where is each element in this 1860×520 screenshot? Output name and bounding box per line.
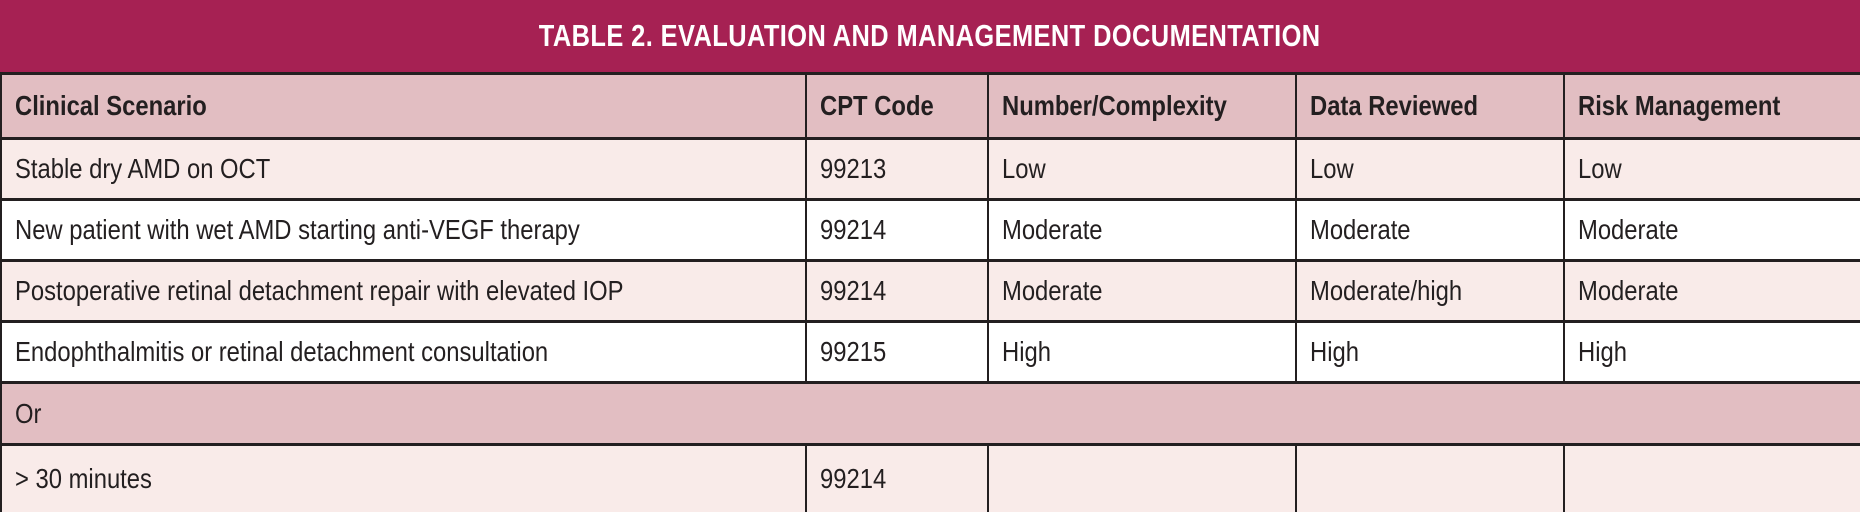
- column-header-cpt-code: CPT Code: [805, 72, 989, 140]
- cell-data-reviewed: Moderate: [1295, 198, 1565, 262]
- cell-data-reviewed: High: [1295, 320, 1565, 384]
- cell-cpt-code: 99213: [805, 137, 989, 201]
- cell-text: New patient with wet AMD starting anti-V…: [15, 214, 580, 245]
- cell-text: > 30 minutes: [15, 463, 152, 494]
- or-divider-cell: Or: [0, 381, 1860, 446]
- cell-number-complexity: Low: [987, 137, 1297, 201]
- cell-text: Low: [1310, 153, 1354, 184]
- cell-text: Moderate: [1002, 275, 1103, 306]
- cell-text: 99214: [820, 463, 887, 494]
- or-divider-row: Or: [0, 381, 1860, 446]
- cell-clinical-scenario: Postoperative retinal detachment repair …: [0, 259, 807, 323]
- cell-text: Postoperative retinal detachment repair …: [15, 275, 624, 306]
- column-header-label: Clinical Scenario: [15, 90, 207, 121]
- cell-number-complexity: Moderate: [987, 259, 1297, 323]
- cell-text: Endophthalmitis or retinal detachment co…: [15, 336, 549, 367]
- table-header-row: Clinical Scenario CPT Code Number/Comple…: [0, 72, 1860, 140]
- cell-text: Moderate: [1578, 214, 1679, 245]
- table-row: > 30 minutes 99214: [0, 443, 1860, 512]
- cell-text: Moderate/high: [1310, 275, 1463, 306]
- cell-data-reviewed: Low: [1295, 137, 1565, 201]
- cell-text: Moderate: [1310, 214, 1411, 245]
- cell-data-reviewed: Moderate/high: [1295, 259, 1565, 323]
- column-header-label: Risk Management: [1578, 90, 1781, 121]
- cell-text: High: [1310, 336, 1359, 367]
- cell-text: 99215: [820, 336, 887, 367]
- cell-number-complexity: High: [987, 320, 1297, 384]
- cell-text: Moderate: [1578, 275, 1679, 306]
- cell-risk-management: Low: [1563, 137, 1860, 201]
- cell-cpt-code: 99214: [805, 259, 989, 323]
- cell-clinical-scenario: Stable dry AMD on OCT: [0, 137, 807, 201]
- column-header-data-reviewed: Data Reviewed: [1295, 72, 1565, 140]
- cell-text: Low: [1578, 153, 1622, 184]
- cell-text: Stable dry AMD on OCT: [15, 153, 271, 184]
- cell-clinical-scenario: Endophthalmitis or retinal detachment co…: [0, 320, 807, 384]
- cell-cpt-code: 99214: [805, 198, 989, 262]
- cell-clinical-scenario: New patient with wet AMD starting anti-V…: [0, 198, 807, 262]
- column-header-number-complexity: Number/Complexity: [987, 72, 1297, 140]
- cell-text: 99214: [820, 214, 887, 245]
- cell-text: 99214: [820, 275, 887, 306]
- cell-cpt-code: 99214: [805, 443, 989, 512]
- column-header-label: Number/Complexity: [1002, 90, 1227, 121]
- column-header-label: Data Reviewed: [1310, 90, 1478, 121]
- cell-risk-management: Moderate: [1563, 259, 1860, 323]
- column-header-risk-management: Risk Management: [1563, 72, 1860, 140]
- table-row: Postoperative retinal detachment repair …: [0, 259, 1860, 323]
- cell-data-reviewed: [1295, 443, 1565, 512]
- table-row: New patient with wet AMD starting anti-V…: [0, 198, 1860, 262]
- cell-clinical-scenario: > 30 minutes: [0, 443, 807, 512]
- evaluation-management-table: Clinical Scenario CPT Code Number/Comple…: [0, 72, 1860, 512]
- cell-number-complexity: [987, 443, 1297, 512]
- cell-risk-management: Moderate: [1563, 198, 1860, 262]
- table-row: Endophthalmitis or retinal detachment co…: [0, 320, 1860, 384]
- or-divider-label: Or: [15, 397, 42, 429]
- table-row: Stable dry AMD on OCT 99213 Low Low Low: [0, 137, 1860, 201]
- table-title-bar: TABLE 2. EVALUATION AND MANAGEMENT DOCUM…: [0, 0, 1860, 72]
- cell-text: Moderate: [1002, 214, 1103, 245]
- cell-text: Low: [1002, 153, 1046, 184]
- cell-cpt-code: 99215: [805, 320, 989, 384]
- column-header-label: CPT Code: [820, 90, 934, 121]
- cell-text: 99213: [820, 153, 887, 184]
- cell-number-complexity: Moderate: [987, 198, 1297, 262]
- cell-text: High: [1578, 336, 1627, 367]
- column-header-clinical-scenario: Clinical Scenario: [0, 72, 807, 140]
- table-title: TABLE 2. EVALUATION AND MANAGEMENT DOCUM…: [539, 18, 1321, 53]
- cell-risk-management: High: [1563, 320, 1860, 384]
- cell-text: High: [1002, 336, 1051, 367]
- cell-risk-management: [1563, 443, 1860, 512]
